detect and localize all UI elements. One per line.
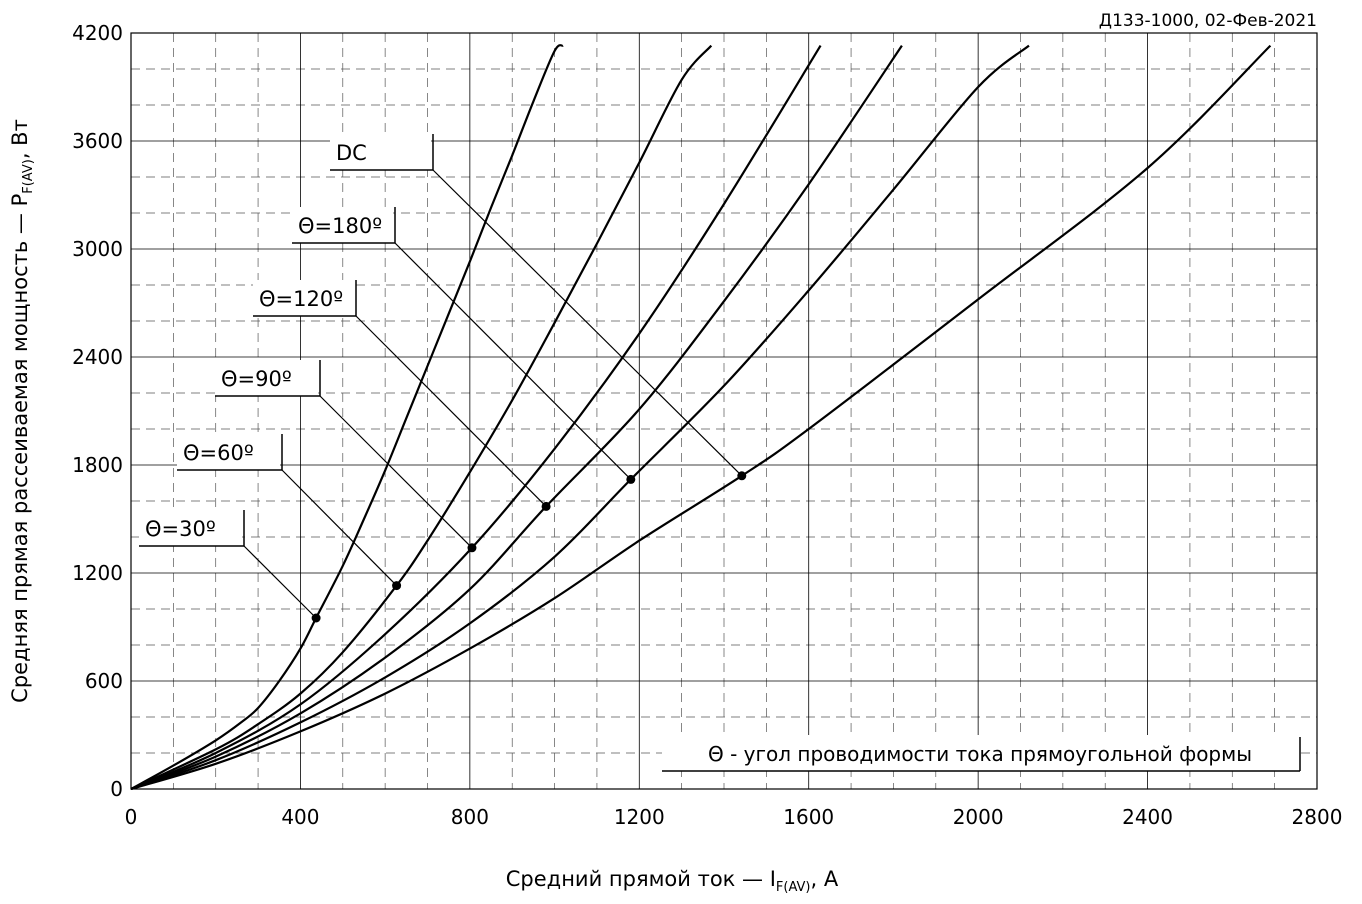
y-tick-label: 3000 — [72, 237, 123, 261]
callout-leader — [432, 169, 743, 477]
x-tick-label: 400 — [281, 805, 319, 829]
x-axis-label: Средний прямой ток — IF(AV), А — [506, 867, 839, 895]
x-tick-label: 2000 — [953, 805, 1004, 829]
y-axis-label-main: Средняя прямая рассеиваемая мощность — P — [8, 194, 32, 703]
note-text: Θ - угол проводимости тока прямоугольной… — [708, 742, 1252, 766]
x-tick-label: 2400 — [1122, 805, 1173, 829]
callout-leader — [281, 469, 398, 587]
x-axis-label-unit: , А — [811, 867, 839, 891]
y-tick-label: 600 — [85, 669, 123, 693]
series-line-4 — [130, 44, 1030, 791]
callout-label: Θ=120º — [259, 287, 343, 311]
x-tick-label: 2800 — [1292, 805, 1343, 829]
callout-leader — [394, 242, 632, 480]
series-line-1 — [130, 44, 713, 790]
callout-background — [292, 207, 393, 243]
y-tick-label: 1800 — [72, 453, 123, 477]
x-tick-label: 1200 — [614, 805, 665, 829]
y-axis-label-subscript: F(AV) — [21, 159, 36, 194]
callout-label: Θ=30º — [145, 517, 216, 541]
y-axis-label-unit: , Вт — [8, 119, 32, 159]
series-layer — [130, 44, 1272, 791]
series-line-5 — [130, 44, 1272, 791]
callout-leader — [319, 395, 473, 549]
y-tick-labels: 0 600 1200 1800 2400 3000 3600 4200 — [72, 21, 123, 801]
x-tick-label: 0 — [125, 805, 138, 829]
y-tick-label: 3600 — [72, 129, 123, 153]
note-background — [662, 735, 1298, 771]
x-tick-label: 800 — [451, 805, 489, 829]
callout-layer: DC Θ=180º Θ=120º Θ=90º Θ=60º Θ=30º — [139, 134, 743, 619]
callout-leader — [355, 315, 547, 507]
x-axis-label-main: Средний прямой ток — I — [506, 867, 776, 891]
series-line-3 — [130, 44, 903, 791]
series-line-2 — [130, 45, 822, 791]
x-tick-label: 1600 — [783, 805, 834, 829]
callout-background — [330, 134, 431, 170]
x-tick-labels: 0 400 800 1200 1600 2000 2400 2800 — [125, 805, 1343, 829]
series-line-0 — [130, 44, 564, 790]
callout-leader — [243, 545, 317, 619]
minor-grid — [131, 33, 1317, 789]
callout-background — [177, 434, 280, 470]
y-tick-label: 4200 — [72, 21, 123, 45]
callout-background — [139, 510, 242, 546]
callout-background — [253, 280, 354, 316]
y-tick-label: 2400 — [72, 345, 123, 369]
callout-label: Θ=60º — [183, 441, 254, 465]
chart-title: Д133-1000, 02-Фев-2021 — [1099, 11, 1317, 31]
y-tick-label: 0 — [110, 777, 123, 801]
callout-background — [215, 360, 318, 396]
y-axis-label: Средняя прямая рассеиваемая мощность — P… — [8, 119, 36, 703]
callout-label: DC — [336, 141, 367, 165]
x-axis-label-subscript: F(AV) — [776, 880, 811, 895]
plot-frame — [130, 32, 1318, 790]
callout-label: Θ=180º — [298, 214, 382, 238]
y-tick-label: 1200 — [72, 561, 123, 585]
callout-label: Θ=90º — [221, 367, 292, 391]
note-box: Θ - угол проводимости тока прямоугольной… — [662, 735, 1301, 772]
